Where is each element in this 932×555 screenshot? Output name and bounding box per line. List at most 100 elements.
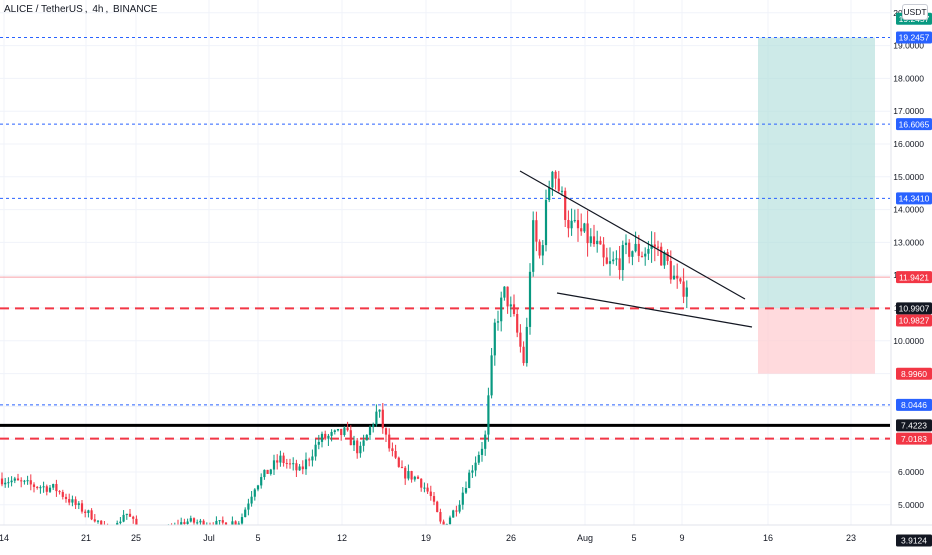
- interval-label: 4h: [92, 4, 104, 15]
- candle: [410, 470, 413, 483]
- candle: [311, 449, 314, 467]
- time-tick-label: 12: [337, 533, 347, 543]
- candle: [279, 450, 282, 467]
- candle: [68, 493, 71, 506]
- candle: [407, 464, 410, 481]
- candle: [71, 495, 74, 507]
- candle: [298, 464, 301, 471]
- candle: [48, 484, 52, 494]
- price-tick-label: 6.0000: [898, 467, 924, 477]
- candle: [356, 437, 359, 459]
- candle: [272, 454, 276, 475]
- candle: [557, 170, 560, 193]
- candle: [295, 459, 298, 478]
- currency-button[interactable]: USDT: [902, 4, 928, 20]
- candle: [378, 409, 381, 418]
- candle: [586, 210, 589, 257]
- candle: [39, 485, 42, 494]
- candle: [29, 474, 32, 491]
- candle: [352, 435, 356, 452]
- candle: [269, 468, 272, 476]
- candle: [20, 477, 23, 488]
- price-label-text: 7.4223: [901, 421, 927, 431]
- candle: [570, 208, 573, 236]
- candle: [90, 508, 93, 521]
- candle: [13, 476, 16, 484]
- candle: [119, 516, 122, 525]
- time-tick-label: 16: [763, 533, 773, 543]
- candle: [84, 509, 87, 518]
- candle: [672, 265, 676, 280]
- wedge-upper-trendline[interactable]: [519, 170, 746, 300]
- candle: [528, 263, 532, 335]
- candle: [541, 240, 544, 266]
- candle: [23, 479, 26, 485]
- candle: [122, 510, 125, 523]
- candle: [589, 228, 592, 247]
- candle: [583, 222, 586, 233]
- candle: [336, 428, 340, 432]
- price-label-text: 19.2457: [899, 33, 930, 43]
- candle: [372, 422, 375, 433]
- price-label: 10.9827: [896, 314, 932, 327]
- candle: [464, 481, 468, 494]
- candle: [128, 508, 132, 517]
- candle: [429, 485, 432, 501]
- candle: [80, 500, 84, 514]
- candle: [36, 485, 39, 490]
- time-tick-label: Jul: [203, 533, 215, 543]
- candle: [676, 263, 679, 289]
- candle: [567, 210, 570, 238]
- candle: [602, 237, 605, 267]
- candle: [679, 277, 682, 284]
- candle: [256, 484, 260, 492]
- price-label-text: 11.9421: [899, 272, 929, 282]
- candle: [512, 294, 516, 317]
- candle: [519, 324, 522, 353]
- candle: [656, 240, 660, 256]
- candle: [388, 428, 391, 452]
- candle: [554, 170, 557, 190]
- candle: [74, 496, 77, 509]
- candle: [535, 211, 538, 252]
- candle: [432, 491, 436, 506]
- price-tick-label: 18.0000: [893, 73, 924, 83]
- time-axis[interactable]: [0, 525, 932, 550]
- candle: [580, 213, 583, 236]
- candle: [423, 482, 426, 493]
- price-label-text: 16.6065: [899, 119, 930, 129]
- candle: [327, 433, 330, 446]
- price-tick-label: 10.0000: [893, 336, 924, 346]
- candle: [480, 441, 484, 462]
- price-tick-label: 19.0000: [893, 41, 924, 51]
- price-label: 10.9907: [896, 302, 932, 315]
- symbol-name: ALICE / TetherUS: [4, 4, 83, 15]
- price-label: 8.9960: [896, 367, 932, 380]
- candle: [308, 457, 311, 467]
- candle: [0, 472, 4, 487]
- price-label-text: 3.9124: [901, 536, 927, 546]
- candle: [608, 247, 612, 276]
- candle: [7, 477, 10, 488]
- candle: [455, 505, 458, 517]
- candle: [381, 402, 384, 434]
- candle: [253, 488, 256, 501]
- candle: [301, 460, 304, 475]
- symbol-title: ALICE / TetherUS, 4h, BINANCE: [4, 4, 158, 15]
- candle: [477, 451, 480, 465]
- candle: [420, 478, 423, 492]
- price-tick-label: 16.0000: [893, 139, 924, 149]
- candle: [487, 387, 490, 442]
- wedge-lower-trendline[interactable]: [556, 292, 753, 328]
- price-label: 8.0446: [896, 398, 932, 411]
- candle: [516, 308, 519, 338]
- candle: [285, 458, 288, 469]
- candle: [244, 507, 247, 518]
- candle: [304, 452, 308, 475]
- target-zone: [758, 37, 875, 309]
- candle: [532, 211, 535, 277]
- candle: [576, 208, 580, 242]
- candle: [621, 240, 624, 281]
